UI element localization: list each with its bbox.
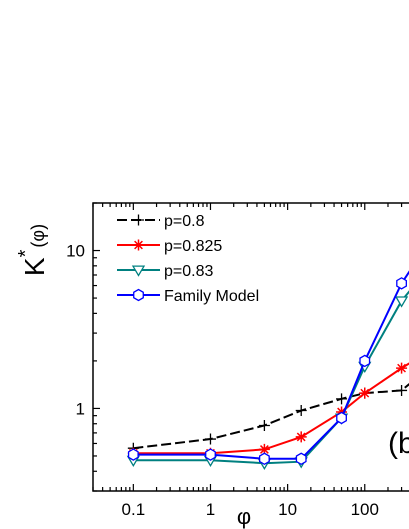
y-tick-label: 10 xyxy=(66,242,85,261)
x-tick-label: 100 xyxy=(351,500,379,519)
series-line xyxy=(133,362,409,455)
legend-label: p=0.825 xyxy=(164,238,222,255)
legend-entry: Family Model xyxy=(117,288,259,305)
data-point xyxy=(258,443,270,455)
data-point xyxy=(204,433,216,445)
data-point xyxy=(396,362,408,374)
x-tick-label: 1 xyxy=(206,500,215,519)
series-1 xyxy=(127,382,409,454)
y-axis-label: K*(φ) xyxy=(15,224,50,276)
legend-label: p=0.83 xyxy=(164,263,213,280)
series-4 xyxy=(127,270,409,466)
series-line xyxy=(133,270,409,460)
data-point xyxy=(359,387,371,399)
x-axis-label: φ xyxy=(237,504,251,529)
series-line xyxy=(133,382,409,450)
data-point xyxy=(295,405,307,417)
x-tick-label: 10 xyxy=(278,500,297,519)
legend-marker xyxy=(131,265,146,277)
y-axis-label-main: K xyxy=(19,257,50,276)
legend-label: p=0.8 xyxy=(164,213,205,230)
data-point xyxy=(336,411,347,425)
data-point xyxy=(127,448,139,461)
series-line xyxy=(133,290,409,465)
legend-label: Family Model xyxy=(164,288,259,305)
legend-marker xyxy=(133,288,144,302)
y-tick-label: 1 xyxy=(76,399,85,418)
series-group xyxy=(126,270,409,470)
series-3 xyxy=(126,290,409,470)
data-point xyxy=(394,296,409,308)
data-point xyxy=(205,448,216,461)
axes: 0.1 1 10 100 1 10 xyxy=(66,202,409,519)
data-point xyxy=(359,354,371,368)
legend-marker xyxy=(133,239,144,251)
legend-entry: p=0.825 xyxy=(117,238,222,255)
legend-entry: p=0.8 xyxy=(117,213,205,230)
data-point xyxy=(295,431,307,443)
data-point xyxy=(295,452,307,466)
panel-label: (b xyxy=(388,427,409,460)
legend: p=0.8 p=0.825 p=0.83 Family Model xyxy=(117,213,259,305)
data-point xyxy=(396,277,407,290)
y-axis-label-sup: * xyxy=(15,249,37,257)
y-axis-label-paren: (φ) xyxy=(28,224,48,248)
data-point xyxy=(396,384,408,396)
data-point xyxy=(258,419,270,431)
x-tick-label: 0.1 xyxy=(122,500,146,519)
legend-entry: p=0.83 xyxy=(117,263,213,280)
data-point xyxy=(258,452,270,466)
legend-marker xyxy=(133,214,144,226)
data-point xyxy=(336,393,348,405)
